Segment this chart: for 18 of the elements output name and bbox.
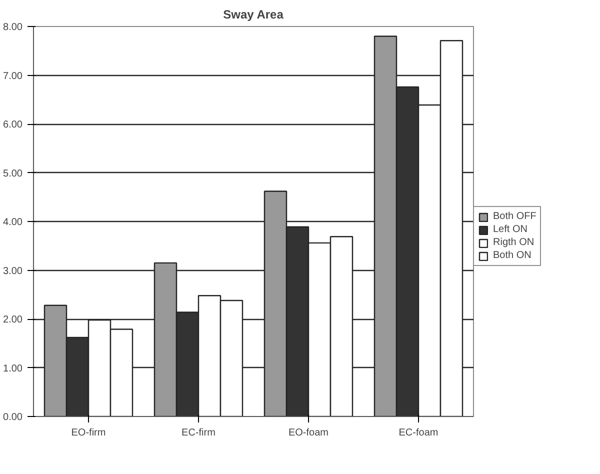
x-tick-label: EC-firm [182, 428, 216, 438]
x-tick-label: EO-foam [288, 428, 329, 438]
chart-title: Sway Area [223, 8, 284, 22]
y-tick-label: 6.00 [3, 120, 23, 130]
x-tick-label: EO-firm [71, 428, 106, 438]
legend-label: Rigth ON [493, 237, 534, 248]
y-tick-label: 3.00 [3, 266, 23, 277]
legend-label: Left ON [493, 224, 528, 235]
y-tick-label: 5.00 [3, 168, 23, 180]
legend-label: Both ON [493, 250, 532, 261]
y-tick-label: 0.00 [3, 412, 23, 423]
y-tick-label: 8.00 [3, 22, 23, 33]
x-tick-label: EC-foam [398, 428, 438, 438]
y-tick-label: 1.00 [3, 363, 23, 374]
y-tick-label: 4.00 [3, 217, 23, 228]
y-tick-label: 2.00 [3, 314, 23, 326]
legend-label: Both OFF [493, 211, 536, 222]
y-tick-label: 7.00 [3, 70, 23, 82]
